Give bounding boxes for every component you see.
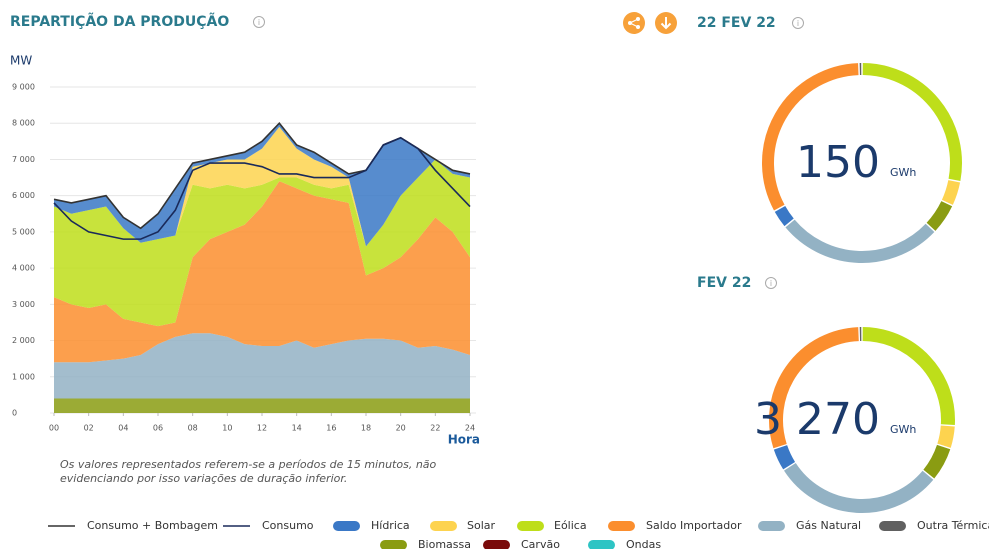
donut-unit: GWh xyxy=(890,166,916,179)
donut-unit: GWh xyxy=(890,423,916,436)
donut-segment xyxy=(774,205,794,227)
y-tick-label: 7 000 xyxy=(12,155,35,164)
area xyxy=(54,123,470,247)
donut-total: 150 xyxy=(796,137,880,188)
legend-swatch xyxy=(879,521,906,531)
x-tick-label: 22 xyxy=(430,424,440,433)
legend-swatch xyxy=(430,521,457,531)
donut-segment xyxy=(762,63,859,211)
month-title: FEV 22 xyxy=(697,275,751,291)
download-button[interactable] xyxy=(655,12,677,34)
legend-label: Solar xyxy=(467,519,496,532)
legend-label: Eólica xyxy=(554,519,587,532)
legend-label: Consumo xyxy=(262,519,314,532)
svg-text:i: i xyxy=(258,18,260,27)
share-button[interactable] xyxy=(623,12,645,34)
legend-swatch xyxy=(588,540,615,549)
x-tick-label: 18 xyxy=(361,424,371,433)
y-axis-label: MW xyxy=(10,54,32,68)
area xyxy=(54,333,470,399)
donut-segment xyxy=(862,63,962,181)
legend-swatch xyxy=(380,540,407,549)
x-tick-label: 00 xyxy=(49,424,59,433)
y-tick-label: 1 000 xyxy=(12,372,35,381)
info-icon[interactable]: i xyxy=(765,277,777,289)
note: evidenciando por isso variações de duraç… xyxy=(60,472,347,485)
legend-swatch xyxy=(517,521,544,531)
donut-segment xyxy=(941,180,961,205)
legend-swatch xyxy=(758,521,785,531)
y-tick-label: 5 000 xyxy=(12,227,35,236)
chart-title: REPARTIÇÃO DA PRODUÇÃO xyxy=(10,13,229,30)
info-icon[interactable]: i xyxy=(253,16,265,28)
legend-label: Carvão xyxy=(521,538,560,549)
area xyxy=(54,181,470,363)
legend-swatch xyxy=(608,521,635,531)
plot xyxy=(50,86,476,416)
legend-label: Hídrica xyxy=(371,519,410,532)
x-tick-label: 02 xyxy=(84,424,94,433)
x-tick-label: 12 xyxy=(257,424,267,433)
donut-segment xyxy=(773,444,796,470)
y-tick-label: 9 000 xyxy=(12,83,35,92)
x-tick-label: 16 xyxy=(326,424,336,433)
note: Os valores representados referem-se a pe… xyxy=(60,458,437,471)
y-tick-label: 8 000 xyxy=(12,119,35,128)
y-tick-label: 3 000 xyxy=(12,300,35,309)
legend-swatch xyxy=(483,540,510,549)
legend-label: Ondas xyxy=(626,538,661,549)
x-tick-label: 10 xyxy=(222,424,232,433)
y-tick-label: 4 000 xyxy=(12,264,35,273)
legend-label: Outra Térmica xyxy=(917,519,989,532)
donut-segment xyxy=(785,219,935,263)
donut-segment xyxy=(783,462,934,513)
x-axis-label: Hora xyxy=(448,433,480,447)
donut-segment xyxy=(937,425,955,448)
legend-label: Saldo Importador xyxy=(646,519,742,532)
legend-swatch xyxy=(333,521,360,531)
area xyxy=(54,398,470,413)
y-tick-label: 0 xyxy=(12,409,17,418)
x-tick-label: 04 xyxy=(118,424,128,433)
y-tick-label: 2 000 xyxy=(12,336,35,345)
y-tick-label: 6 000 xyxy=(12,191,35,200)
legend-label: Consumo + Bombagem xyxy=(87,519,218,532)
line xyxy=(53,136,471,240)
x-tick-label: 08 xyxy=(188,424,198,433)
area xyxy=(54,126,470,247)
date-title: 22 FEV 22 xyxy=(697,15,776,31)
donut-total: 3 270 xyxy=(754,394,880,445)
info-icon[interactable]: i xyxy=(792,17,804,29)
x-tick-label: 24 xyxy=(465,424,475,433)
donut-segment xyxy=(769,327,859,449)
x-tick-label: 06 xyxy=(153,424,163,433)
svg-text:i: i xyxy=(797,19,799,28)
x-tick-label: 20 xyxy=(396,424,406,433)
legend-label: Gás Natural xyxy=(796,519,861,532)
donut-segment xyxy=(926,200,953,231)
area xyxy=(54,159,470,327)
svg-text:i: i xyxy=(770,279,772,288)
x-tick-label: 14 xyxy=(292,424,302,433)
donut-segment xyxy=(923,444,951,479)
donut-segment xyxy=(862,327,955,426)
legend-label: Biomassa xyxy=(418,538,471,549)
